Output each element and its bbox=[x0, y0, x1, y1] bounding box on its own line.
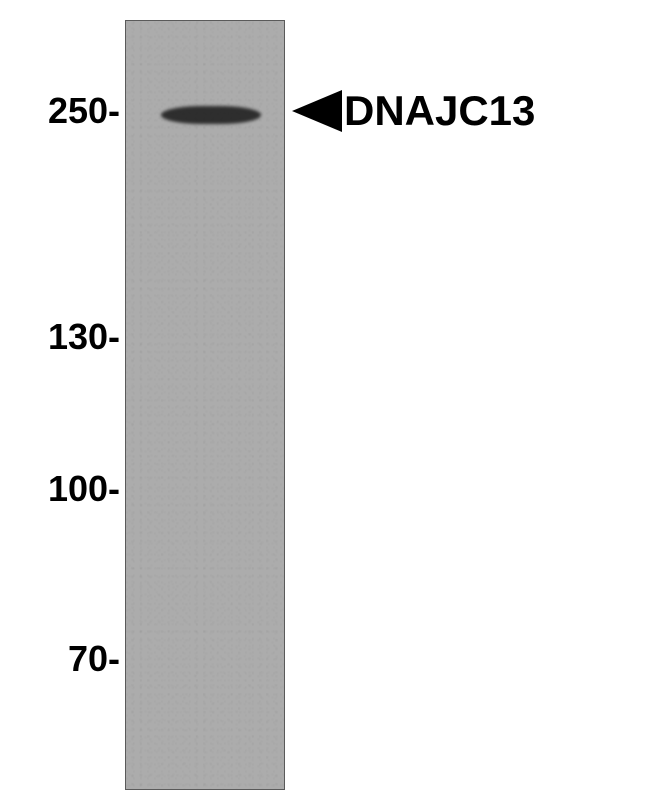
blot-band-dnajc13 bbox=[161, 106, 261, 124]
band-annotation: DNAJC13 bbox=[292, 87, 535, 135]
band-annotation-label: DNAJC13 bbox=[344, 87, 535, 135]
mw-marker-label: 130- bbox=[48, 316, 120, 358]
mw-marker-label: 70- bbox=[68, 638, 120, 680]
mw-marker-label: 100- bbox=[48, 468, 120, 510]
arrow-left-icon bbox=[292, 90, 342, 132]
blot-lane bbox=[125, 20, 285, 790]
blot-lane-noise bbox=[126, 21, 284, 789]
mw-marker-label: 250- bbox=[48, 90, 120, 132]
